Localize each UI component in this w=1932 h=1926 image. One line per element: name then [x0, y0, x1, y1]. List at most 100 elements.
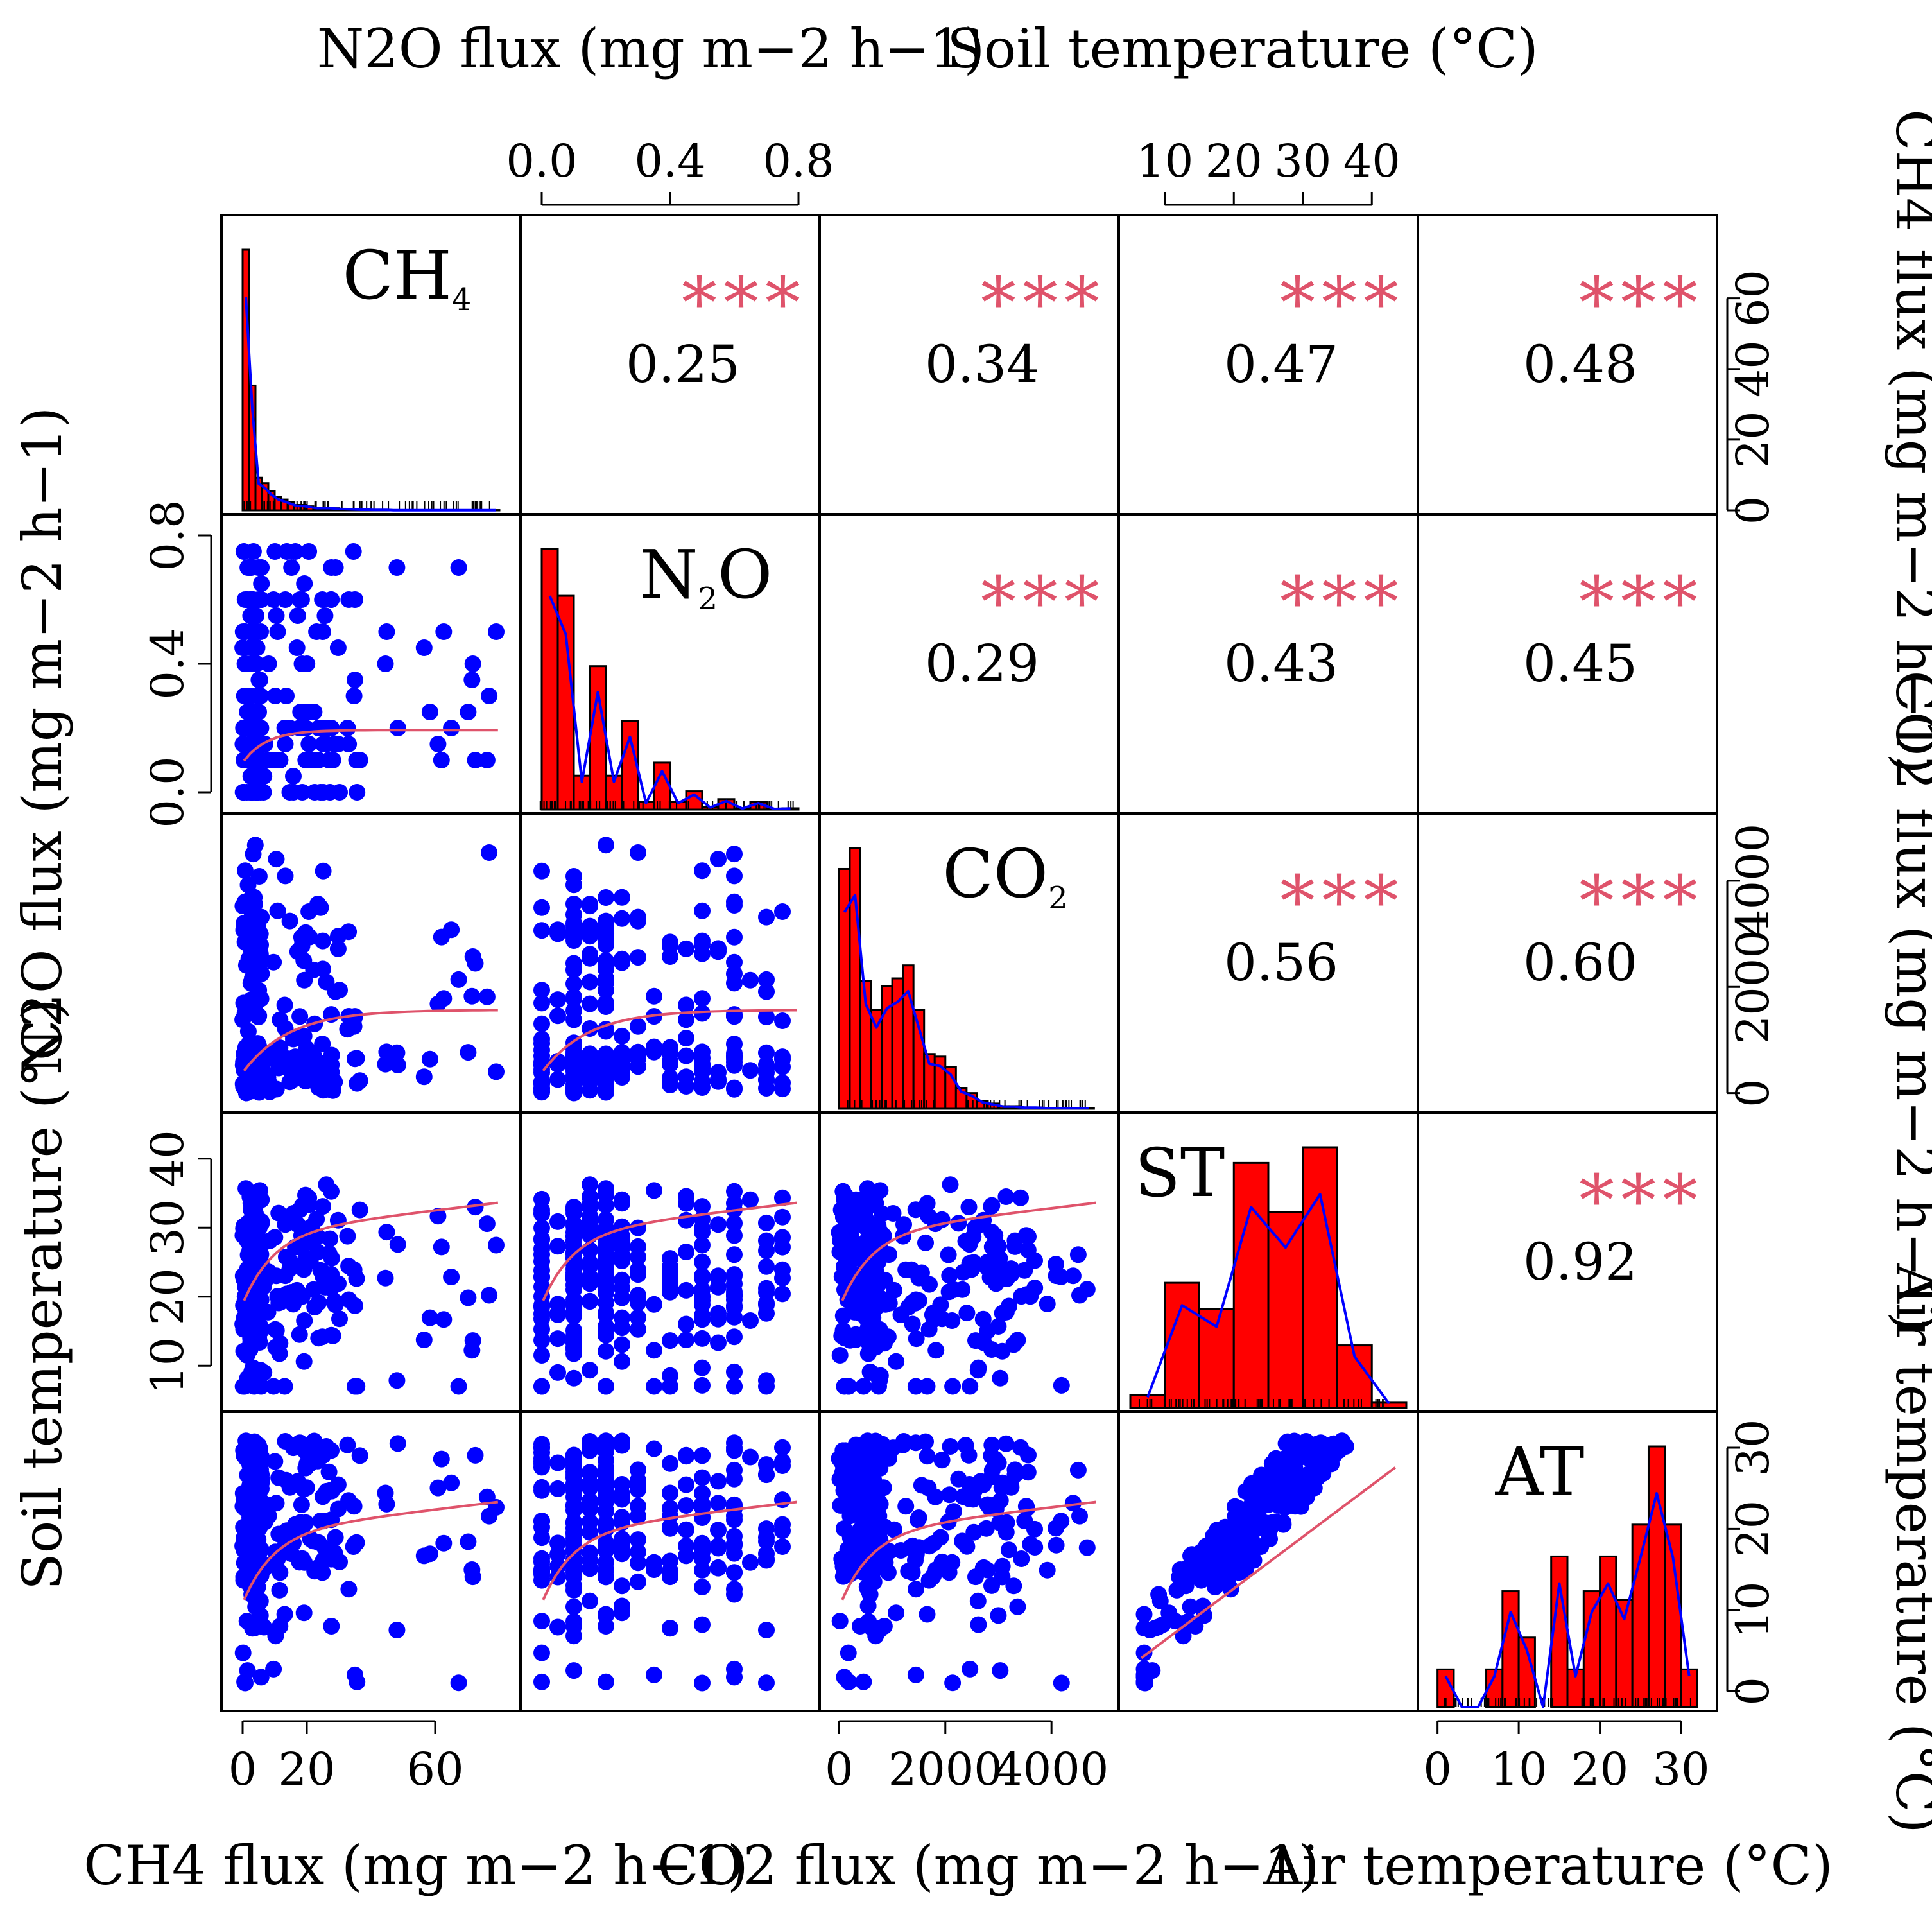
- tick-label: 30: [141, 1199, 194, 1256]
- scatter-point: [318, 973, 335, 991]
- scatter-point: [919, 1606, 936, 1623]
- trend-line: [542, 1500, 798, 1601]
- scatter-point: [253, 575, 270, 592]
- scatter-point: [549, 1213, 566, 1230]
- scatter-point: [463, 1561, 481, 1578]
- scatter-ch4-n2o: [234, 543, 505, 801]
- scatter-point: [758, 1520, 775, 1538]
- scatter-point: [345, 1498, 363, 1515]
- tick-label: 0: [825, 1743, 854, 1796]
- scatter-point: [565, 1291, 582, 1308]
- scatter-point: [301, 1233, 318, 1251]
- scatter-point: [961, 1476, 978, 1493]
- scatter-point: [646, 1554, 662, 1571]
- scatter-point: [565, 955, 582, 972]
- scatter-point: [726, 1328, 743, 1346]
- scatter-point: [726, 1536, 743, 1553]
- scatter-point: [252, 1323, 269, 1340]
- scatter-point: [742, 1191, 759, 1208]
- scatter-point: [840, 1673, 858, 1690]
- trend-line: [243, 1201, 499, 1301]
- scatter-point: [614, 889, 630, 906]
- scatter-point: [598, 1057, 614, 1073]
- scatter-point: [1048, 1536, 1065, 1554]
- scatter-point: [565, 923, 582, 941]
- scatter-point: [942, 1438, 959, 1455]
- correlation-value: 0.45: [1523, 634, 1637, 693]
- tick-label: 20: [1727, 1500, 1779, 1557]
- scatter-point: [289, 607, 306, 624]
- axis-label-layer: N2O flux (mg m−2 h−1)Soil temperature (°…: [11, 17, 1932, 1897]
- scatter-point: [582, 1498, 598, 1515]
- scatter-point: [463, 672, 481, 688]
- scatter-point: [958, 1305, 976, 1322]
- histogram-bar: [1302, 1146, 1338, 1409]
- scatter-point: [565, 896, 582, 912]
- significance-stars: ***: [1280, 262, 1405, 344]
- scatter-point: [1000, 1541, 1017, 1559]
- scatter-point: [598, 1503, 614, 1520]
- scatter-point: [421, 1545, 438, 1563]
- scatter-point: [908, 1581, 924, 1598]
- scatter-point: [924, 1306, 941, 1323]
- scatter-point: [549, 1618, 566, 1636]
- scatter-point: [965, 1523, 983, 1541]
- scatter-point: [565, 1541, 582, 1558]
- scatter-point: [533, 1190, 550, 1208]
- scatter-point: [1270, 1497, 1287, 1514]
- scatter-point: [433, 1450, 450, 1468]
- scatter-point: [710, 1334, 727, 1351]
- scatter-point: [838, 1446, 854, 1464]
- scatter-point: [678, 1332, 694, 1348]
- scatter-point: [598, 1480, 614, 1498]
- histogram-bar: [241, 248, 250, 512]
- scatter-point: [295, 952, 313, 969]
- scatter-point: [295, 1353, 313, 1370]
- scatter-point: [235, 784, 252, 801]
- scatter-point: [285, 784, 302, 801]
- scatter-point: [488, 1063, 505, 1080]
- scatter-point: [758, 971, 775, 988]
- tick-label: 0.0: [141, 756, 194, 828]
- scatter-point: [614, 1055, 630, 1073]
- scatter-point: [300, 903, 318, 920]
- scatter-point: [598, 917, 614, 934]
- scatter-point: [694, 1311, 711, 1328]
- scatter-point: [614, 1280, 630, 1297]
- scatter-point: [1207, 1568, 1225, 1586]
- scatter-point: [331, 1310, 348, 1328]
- scatter-point: [266, 1453, 284, 1470]
- scatter-point: [481, 1507, 498, 1525]
- scatter-point: [694, 1447, 711, 1464]
- scatter-point: [710, 1267, 727, 1285]
- scatter-point: [549, 1007, 566, 1025]
- scatter-point: [435, 1534, 453, 1552]
- scatter-point: [848, 1292, 865, 1310]
- scatter-point: [389, 720, 406, 736]
- scatter-point: [565, 1618, 582, 1635]
- scatter-point: [1144, 1662, 1161, 1679]
- scatter-point: [326, 1293, 343, 1310]
- scatter-point: [726, 1195, 743, 1212]
- scatter-point: [288, 639, 306, 656]
- scatter-point: [345, 1261, 363, 1278]
- scatter-point: [239, 1662, 256, 1679]
- scatter-point: [1203, 1553, 1220, 1570]
- scatter-point: [250, 868, 268, 885]
- scatter-point: [1294, 1439, 1311, 1456]
- scatter-point: [549, 1364, 566, 1381]
- scatter-point: [1000, 1297, 1017, 1315]
- scatter-point: [1337, 1438, 1354, 1455]
- scatter-point: [339, 1436, 356, 1453]
- scatter-point: [488, 1236, 505, 1254]
- scatter-point: [323, 1618, 340, 1635]
- scatter-point: [678, 940, 694, 957]
- scatter-point: [710, 1559, 727, 1577]
- scatter-point: [265, 591, 282, 608]
- tick-label: 10: [1490, 1743, 1548, 1796]
- scatter-point: [252, 1669, 270, 1686]
- scatter-point: [598, 1561, 614, 1579]
- scatter-point: [598, 1186, 614, 1204]
- density-line: [1146, 1193, 1390, 1405]
- scatter-point: [1016, 1262, 1033, 1279]
